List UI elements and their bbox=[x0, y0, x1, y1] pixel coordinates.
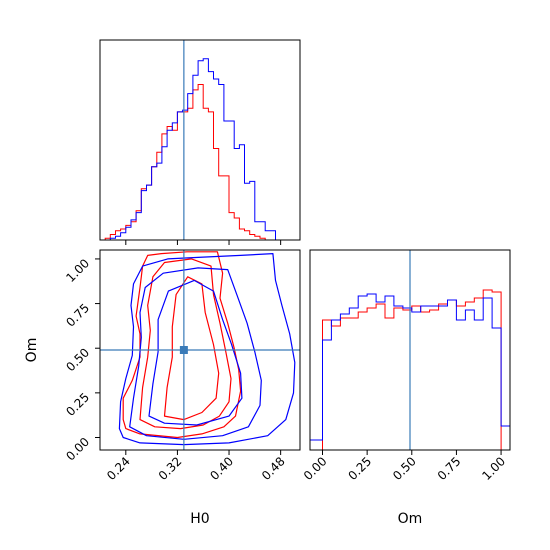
om-histogram-tick-marks bbox=[322, 450, 502, 455]
om-y-tick-label: 0.25 bbox=[63, 390, 92, 419]
h0-x-tick-label: 0.24 bbox=[104, 454, 133, 483]
om-y-tick-label: 0.50 bbox=[63, 345, 92, 374]
x-axis-label-om: Om bbox=[398, 511, 423, 527]
om-x-tick-label: 0.25 bbox=[345, 454, 374, 483]
om-x-tick-label: 0.00 bbox=[301, 454, 330, 483]
contour-series bbox=[118, 251, 296, 446]
tick-labels: 0.24 0.32 0.40 0.48 0.00 0.25 0.50 0.75 1.00 0.00… bbox=[63, 256, 508, 483]
om-y-tick-label: 0.75 bbox=[63, 301, 92, 330]
contour-blue-level-2 bbox=[129, 267, 262, 440]
h0-histogram-series bbox=[100, 58, 291, 241]
h0-histogram-red bbox=[100, 84, 291, 241]
contour-truth-lines bbox=[100, 250, 300, 450]
om-y-tick-label: 0.00 bbox=[63, 435, 92, 464]
h0-x-tick-label: 0.40 bbox=[207, 454, 236, 483]
om-y-tick-label: 1.00 bbox=[63, 256, 92, 285]
om-histogram-red bbox=[310, 289, 510, 451]
truth-marker bbox=[179, 346, 188, 354]
om-vs-h0-contour-panel bbox=[95, 249, 301, 455]
contour-red-level-2 bbox=[139, 258, 232, 430]
h0-histogram-panel bbox=[99, 39, 301, 245]
contour-blue-level-1 bbox=[118, 253, 296, 446]
om-histogram-series bbox=[309, 289, 511, 451]
h0-histogram-frame bbox=[99, 39, 301, 241]
y-axis-label-om: Om bbox=[24, 338, 40, 363]
x-axis-label-h0: H0 bbox=[190, 511, 209, 527]
contour-blue-level-3 bbox=[148, 279, 243, 426]
contour-tick-marks bbox=[95, 258, 282, 455]
om-x-tick-label: 0.50 bbox=[390, 454, 419, 483]
h0-x-tick-label: 0.32 bbox=[156, 454, 185, 483]
h0-histogram-tick-marks bbox=[125, 240, 282, 245]
om-x-tick-label: 0.75 bbox=[435, 454, 464, 483]
h0-x-tick-label: 0.48 bbox=[259, 454, 288, 483]
contour-red-level-1 bbox=[122, 251, 242, 439]
contour-red-level-3 bbox=[163, 276, 220, 421]
om-histogram-frame bbox=[309, 249, 511, 451]
contour-frame bbox=[99, 249, 301, 451]
om-histogram-panel bbox=[309, 249, 511, 455]
om-x-tick-label: 1.00 bbox=[479, 454, 508, 483]
om-histogram-blue bbox=[309, 293, 511, 450]
h0-histogram-blue bbox=[100, 58, 291, 241]
